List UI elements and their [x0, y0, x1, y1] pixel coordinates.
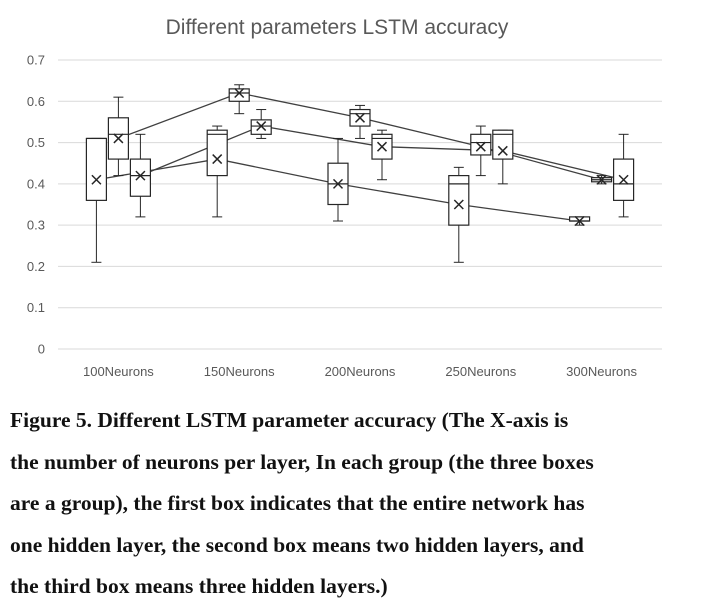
box-plot [612, 133, 635, 218]
mean-marker [113, 133, 124, 144]
box-plot-chart: Different parameters LSTM accuracy 00.10… [27, 16, 662, 379]
x-tick-label: 100Neurons [83, 364, 154, 379]
chart-title: Different parameters LSTM accuracy [166, 16, 509, 39]
y-tick-label: 0.3 [27, 218, 45, 233]
box-plot [107, 96, 130, 177]
box-plot [470, 125, 492, 177]
box-plot [371, 129, 393, 181]
y-tick-label: 0.4 [27, 176, 45, 191]
mean-marker [212, 154, 223, 165]
mean-marker [91, 174, 102, 185]
y-tick-label: 0.1 [27, 300, 45, 315]
box-plot [349, 104, 371, 139]
box-plot [129, 133, 151, 218]
box-plot [85, 137, 108, 263]
iqr-box [129, 158, 151, 197]
mean-marker [234, 87, 245, 99]
caption-line-2: the number of neurons per layer, In each… [10, 449, 594, 474]
mean-marker [596, 174, 607, 185]
mean-marker [574, 215, 585, 227]
iqr-box [470, 133, 492, 156]
mean-marker [497, 145, 508, 156]
mean-marker [135, 170, 146, 181]
mean-marker [256, 121, 267, 132]
mean-marker [376, 141, 388, 152]
figure-caption: Figure 5. Different LSTM parameter accur… [10, 400, 700, 608]
x-tick-label: 250Neurons [445, 364, 516, 379]
mean-marker [618, 174, 629, 185]
box-plot [228, 84, 250, 115]
mean-marker [354, 112, 366, 123]
box-plot [206, 125, 228, 218]
box-plot [327, 137, 349, 222]
x-tick-label: 200Neurons [325, 364, 396, 379]
mean-marker [453, 199, 464, 210]
iqr-box [85, 137, 108, 201]
caption-line-5: the third box means three hidden layers.… [10, 574, 388, 598]
y-tick-label: 0.7 [27, 53, 45, 68]
iqr-box [206, 129, 228, 177]
gridlines [58, 59, 662, 350]
mean-marker [332, 178, 344, 189]
mean-marker [475, 141, 486, 152]
box-plot [448, 166, 470, 263]
box-plot [492, 129, 514, 185]
box-plot [590, 174, 613, 185]
iqr-box [448, 175, 470, 226]
box-plot [250, 109, 272, 139]
box-series [85, 84, 635, 263]
caption-line-4: one hidden layer, the second box means t… [10, 532, 584, 557]
x-tick-label: 300Neurons [566, 364, 637, 379]
y-tick-label: 0.6 [27, 94, 45, 109]
y-axis-ticks: 0 0.1 0.2 0.3 0.4 0.5 0.6 0.7 [27, 53, 45, 357]
y-tick-label: 0 [38, 342, 45, 357]
x-tick-label: 150Neurons [204, 364, 275, 379]
caption-line-1: Figure 5. Different LSTM parameter accur… [10, 408, 569, 432]
iqr-box [492, 129, 514, 160]
iqr-box [228, 88, 250, 102]
caption-line-3: are a group), the first box indicates th… [10, 491, 585, 515]
box-plot [568, 215, 591, 227]
y-tick-label: 0.2 [27, 259, 45, 274]
x-axis-ticks: 100Neurons 150Neurons 200Neurons 250Neurons… [83, 364, 638, 379]
y-tick-label: 0.5 [27, 135, 45, 150]
